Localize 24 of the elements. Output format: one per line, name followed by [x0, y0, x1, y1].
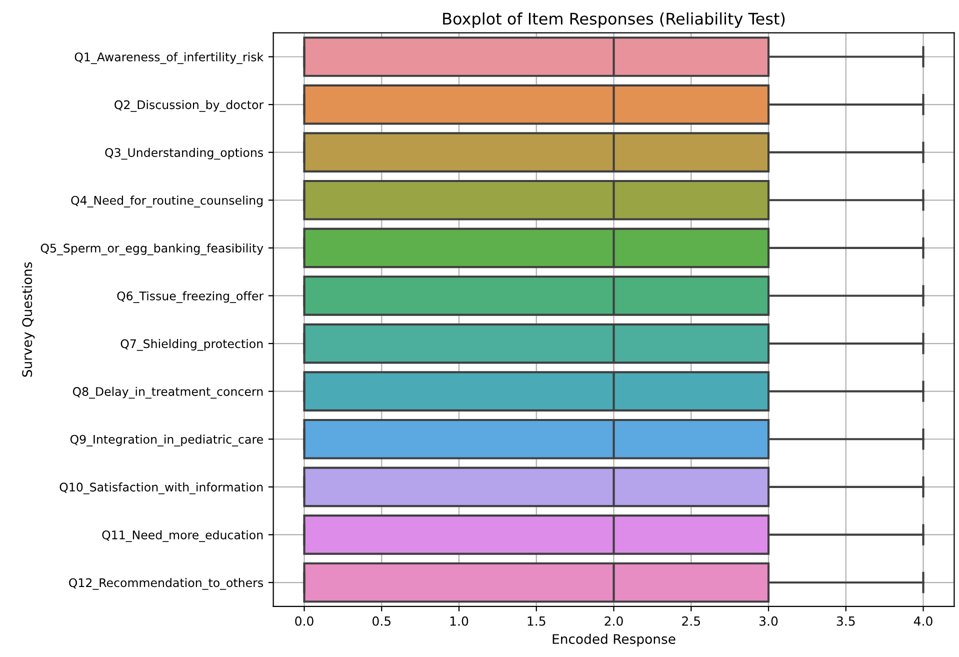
y-tick-label: Q5_Sperm_or_egg_banking_feasibility: [40, 243, 264, 256]
x-tick-label: 2.0: [604, 616, 623, 626]
x-tick-label: 0.0: [295, 616, 314, 626]
chart-title: Boxplot of Item Responses (Reliability Test): [443, 12, 785, 28]
y-tick-label: Q11_Need_more_education: [102, 530, 263, 542]
y-tick-label: Q10_Satisfaction_with_information: [60, 482, 263, 494]
x-tick-label: 4.0: [914, 616, 932, 626]
x-tick-label: 1.0: [450, 616, 468, 626]
x-tick-label: 0.5: [372, 616, 390, 626]
x-tick-label: 3.0: [760, 616, 778, 626]
y-tick-label: Q9_Integration_in_pediatric_care: [70, 434, 263, 446]
y-tick-label: Q8_Delay_in_treatment_concern: [72, 386, 263, 399]
x-tick-label: 3.5: [836, 616, 855, 626]
x-axis-title: Encoded Response: [552, 634, 676, 647]
y-tick-label: Q1_Awareness_of_infertility_risk: [74, 52, 264, 64]
y-tick-label: Q2_Discussion_by_doctor: [114, 100, 264, 112]
y-tick-label: Q3_Understanding_options: [105, 148, 264, 160]
y-tick-label: Q6_Tissue_freezing_offer: [117, 291, 264, 303]
x-tick-label: 2.5: [682, 616, 700, 626]
y-axis-title: Survey Questions: [22, 262, 35, 377]
y-tick-label: Q7_Shielding_protection: [120, 339, 263, 351]
y-tick-label: Q4_Need_for_routine_counseling: [71, 196, 263, 208]
y-tick-label: Q12_Recommendation_to_others: [69, 578, 264, 590]
x-tick-label: 1.5: [528, 616, 546, 626]
